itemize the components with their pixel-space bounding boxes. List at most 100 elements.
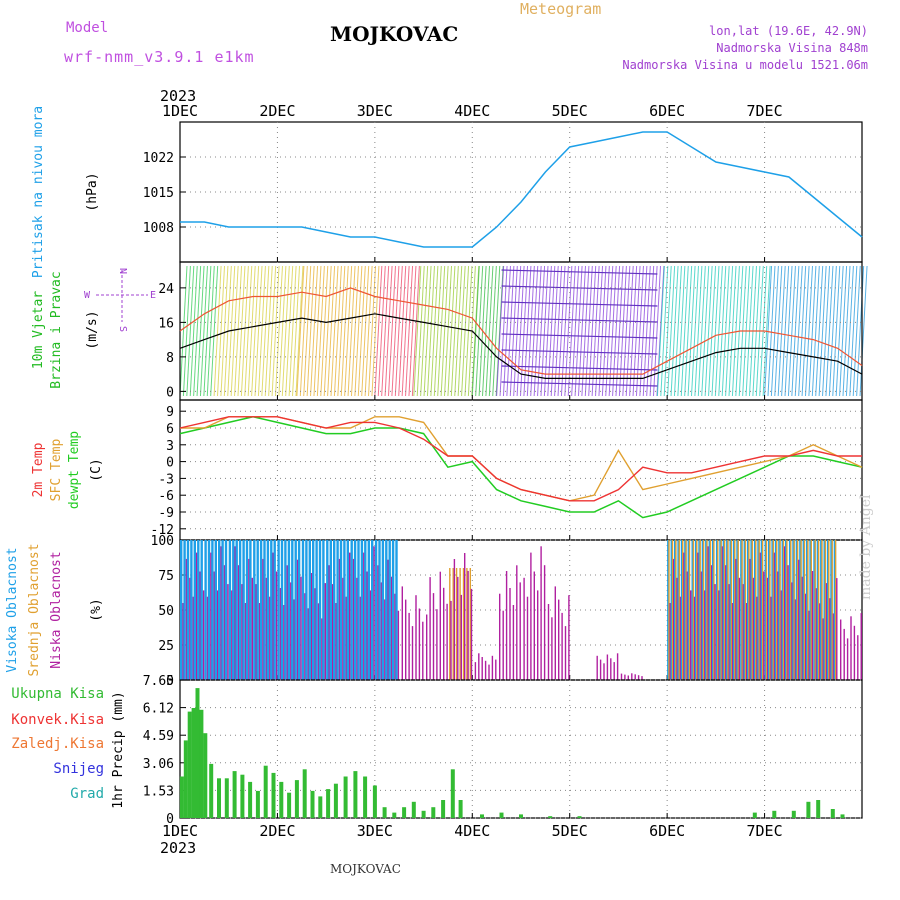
cloud-bar bbox=[620, 673, 623, 680]
cloud-bar bbox=[321, 618, 323, 680]
wind-arrow-row bbox=[501, 317, 658, 323]
wind-barb bbox=[506, 265, 515, 397]
cloud-bar bbox=[499, 593, 501, 680]
cloud-bar bbox=[530, 552, 532, 680]
wind-barb bbox=[488, 265, 497, 397]
cloud-bar bbox=[568, 595, 570, 680]
cloud-bar bbox=[244, 603, 247, 680]
wind-barb bbox=[825, 265, 834, 397]
cloud-bar bbox=[326, 540, 329, 680]
wind-barb bbox=[193, 265, 202, 397]
wind-key-w: W bbox=[84, 290, 91, 301]
wind-barb bbox=[330, 265, 339, 397]
cloud-bar bbox=[821, 540, 823, 680]
precip-bar bbox=[480, 814, 484, 818]
cloud-bar bbox=[526, 596, 529, 680]
precip-legend-2: Zaledj.Kisa bbox=[11, 736, 104, 752]
cloud-bar bbox=[457, 576, 459, 680]
wind-barb bbox=[791, 265, 800, 397]
cloud-bar bbox=[627, 675, 629, 680]
low-cloud-axis-title: Niska Oblacnost bbox=[49, 551, 64, 668]
wind-barb bbox=[849, 265, 858, 397]
wind-barb bbox=[564, 265, 573, 397]
wind-barb bbox=[391, 265, 400, 397]
wind-barb bbox=[845, 265, 854, 397]
cloud-bar bbox=[387, 559, 389, 680]
cloud-bar bbox=[502, 610, 504, 680]
cloud-bar bbox=[357, 540, 360, 680]
cloud-bar bbox=[707, 546, 709, 680]
cloud-bar bbox=[258, 603, 261, 680]
cloud-bar bbox=[756, 596, 758, 680]
cloud-bar bbox=[533, 571, 535, 680]
wind-axis-title-1: 10m Vjetar bbox=[31, 291, 46, 369]
cloud-bar bbox=[350, 540, 353, 680]
precip-bar bbox=[382, 807, 387, 818]
wind-barb bbox=[186, 265, 195, 397]
cloud-bar bbox=[272, 552, 274, 680]
cloud-bar bbox=[359, 596, 362, 680]
cloud-bar bbox=[311, 573, 313, 680]
y-tick-label: 1015 bbox=[143, 186, 174, 201]
precip-bar bbox=[392, 812, 397, 818]
cloud-bar bbox=[378, 540, 381, 680]
wind-barb bbox=[423, 265, 432, 397]
wind-barb bbox=[381, 265, 390, 397]
x-tick-top-label: 4DEC bbox=[454, 102, 490, 120]
cloud-bar bbox=[794, 599, 797, 680]
cloud-bar bbox=[807, 540, 809, 680]
cloud-bar bbox=[738, 577, 741, 680]
cloud-bar bbox=[746, 603, 748, 680]
cloud-bar bbox=[805, 593, 807, 680]
wind-barb bbox=[364, 265, 373, 397]
wind-barb bbox=[625, 265, 634, 397]
cloud-bar bbox=[277, 540, 280, 680]
wind-barb bbox=[533, 265, 542, 397]
wind-barb bbox=[656, 265, 665, 397]
cloud-bar bbox=[678, 540, 680, 680]
cloud-bar bbox=[180, 540, 183, 680]
cloud-bar bbox=[314, 588, 316, 680]
footer-location: MOJKOVAC bbox=[330, 862, 401, 876]
cloud-bar bbox=[332, 584, 334, 680]
wind-barb bbox=[274, 265, 283, 397]
wind-barb bbox=[292, 265, 301, 397]
wind-barb bbox=[492, 265, 501, 397]
wind-barb bbox=[677, 265, 686, 397]
cloud-bar bbox=[734, 540, 736, 680]
cloud-bar bbox=[249, 540, 252, 680]
cloud-bar bbox=[857, 635, 859, 680]
cloud-bar bbox=[470, 588, 473, 680]
wind-barb bbox=[622, 265, 631, 397]
cloud-bar bbox=[269, 596, 271, 680]
wind-barb bbox=[437, 265, 446, 397]
cloud-bar bbox=[810, 540, 812, 680]
cloud-bar bbox=[220, 546, 222, 680]
cloud-bar bbox=[761, 540, 764, 680]
cloud-bar bbox=[214, 540, 217, 680]
cloud-bar bbox=[537, 590, 539, 680]
cloud-bar bbox=[242, 540, 245, 680]
cloud-bar bbox=[411, 626, 414, 680]
cloud-bar bbox=[671, 540, 674, 680]
elevation-info: Nadmorska Visina 848m bbox=[716, 41, 868, 55]
wind-barb bbox=[182, 265, 191, 397]
wind-barb bbox=[646, 265, 655, 397]
cloud-bar bbox=[776, 540, 778, 680]
cloud-bar bbox=[190, 540, 193, 680]
wind-barb bbox=[691, 265, 699, 397]
wind-arrow-row bbox=[501, 301, 658, 307]
precip-bar bbox=[441, 800, 446, 818]
cloud-bar bbox=[741, 540, 743, 680]
wind-arrow-row bbox=[501, 333, 658, 339]
wind-barb bbox=[577, 265, 586, 397]
wind-barb bbox=[554, 265, 563, 397]
precip-bar bbox=[255, 790, 260, 818]
wind-axis-title-2: Brzina i Pravac bbox=[49, 271, 64, 388]
wind-barb bbox=[567, 265, 576, 397]
cloud-bar bbox=[824, 540, 827, 680]
x-tick-bottom-label: 1DEC bbox=[162, 822, 198, 840]
cloud-bar bbox=[706, 540, 708, 680]
cloud-bar bbox=[478, 653, 480, 680]
cloud-bar bbox=[748, 540, 750, 680]
